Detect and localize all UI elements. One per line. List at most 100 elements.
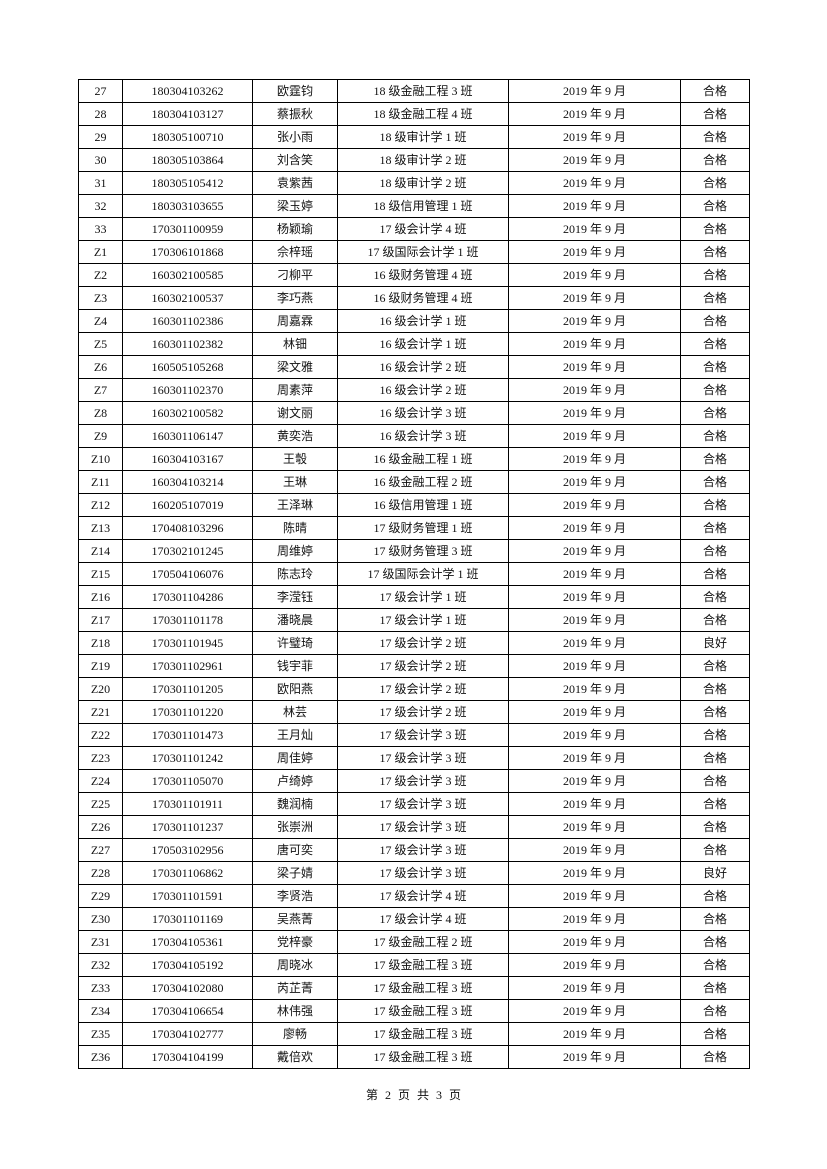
table-row: Z26 170301101237 张崇洲 17 级会计学 3 班 2019 年 9 月合… [78,815,750,839]
class-name-cell: 18 级金融工程 4 班 [337,102,509,126]
class-name-cell: 18 级金融工程 3 班 [337,79,509,103]
date-cell: 2019 年 9 月 [508,907,681,931]
row-number-cell: Z1 [78,240,123,264]
class-name-cell: 16 级信用管理 1 班 [337,493,509,517]
table-row: 31 180305105412 袁紫茜 18 级审计学 2 班 2019 年 9 月合格 [78,171,750,195]
class-name-cell: 17 级国际会计学 1 班 [337,562,509,586]
student-id-cell: 170301101178 [122,608,253,632]
grade-cell: 合格 [680,309,750,333]
student-name-cell: 周佳婷 [252,746,338,770]
table-row: 32 180303103655 梁玉婷 18 级信用管理 1 班 2019 年 9 月合… [78,194,750,218]
student-id-cell: 170301104286 [122,585,253,609]
table-row: Z35 170304102777 廖畅 17 级金融工程 3 班 2019 年 9 月合… [78,1022,750,1046]
table-row: Z27 170503102956 唐可奕 17 级会计学 3 班 2019 年 9 月合… [78,838,750,862]
table-row: Z18 170301101945 许璧琦 17 级会计学 2 班 2019 年 9 月良… [78,631,750,655]
date-cell: 2019 年 9 月 [508,378,681,402]
table-row: Z6 160505105268 梁文雅 16 级会计学 2 班 2019 年 9 月合格 [78,355,750,379]
student-name-cell: 张崇洲 [252,815,338,839]
grade-cell: 合格 [680,102,750,126]
row-number-cell: 28 [78,102,123,126]
student-name-cell: 潘晓晨 [252,608,338,632]
row-number-cell: Z36 [78,1045,123,1069]
student-id-cell: 170301101220 [122,700,253,724]
class-name-cell: 18 级信用管理 1 班 [337,194,509,218]
grade-cell: 合格 [680,792,750,816]
date-cell: 2019 年 9 月 [508,1022,681,1046]
table-row: Z17 170301101178 潘晓晨 17 级会计学 1 班 2019 年 9 月合… [78,608,750,632]
student-name-cell: 党梓豪 [252,930,338,954]
date-cell: 2019 年 9 月 [508,585,681,609]
class-name-cell: 16 级财务管理 4 班 [337,263,509,287]
student-name-cell: 卢绮婷 [252,769,338,793]
table-row: 27 180304103262 欧霆钧 18 级金融工程 3 班 2019 年 9 月合… [78,79,750,103]
table-row: Z12 160205107019 王泽琳 16 级信用管理 1 班 2019 年 9 月… [78,493,750,517]
student-name-cell: 袁紫茜 [252,171,338,195]
table-row: Z36 170304104199 戴倍欢 17 级金融工程 3 班 2019 年 9 月… [78,1045,750,1069]
grade-cell: 合格 [680,907,750,931]
grade-cell: 合格 [680,654,750,678]
grade-cell: 合格 [680,723,750,747]
class-name-cell: 17 级会计学 2 班 [337,700,509,724]
table-row: Z9 160301106147 黄奕浩 16 级会计学 3 班 2019 年 9 月合格 [78,424,750,448]
student-name-cell: 魏润楠 [252,792,338,816]
student-id-cell: 170301105070 [122,769,253,793]
student-name-cell: 黄奕浩 [252,424,338,448]
student-id-cell: 180305105412 [122,171,253,195]
date-cell: 2019 年 9 月 [508,171,681,195]
date-cell: 2019 年 9 月 [508,516,681,540]
row-number-cell: Z31 [78,930,123,954]
student-id-cell: 180303103655 [122,194,253,218]
date-cell: 2019 年 9 月 [508,355,681,379]
grade-cell: 良好 [680,861,750,885]
class-name-cell: 17 级会计学 4 班 [337,217,509,241]
student-name-cell: 李滢钰 [252,585,338,609]
date-cell: 2019 年 9 月 [508,125,681,149]
student-name-cell: 刘含笑 [252,148,338,172]
student-name-cell: 梁子婧 [252,861,338,885]
student-id-cell: 160301102370 [122,378,253,402]
grade-cell: 合格 [680,746,750,770]
student-name-cell: 李巧燕 [252,286,338,310]
student-name-cell: 林钿 [252,332,338,356]
table-body: 27 180304103262 欧霆钧 18 级金融工程 3 班 2019 年 9 月合… [78,79,750,1069]
class-name-cell: 17 级会计学 3 班 [337,792,509,816]
table-row: Z20 170301101205 欧阳燕 17 级会计学 2 班 2019 年 9 月合… [78,677,750,701]
row-number-cell: Z19 [78,654,123,678]
table-row: Z31 170304105361 党梓豪 17 级金融工程 2 班 2019 年 9 月… [78,930,750,954]
date-cell: 2019 年 9 月 [508,562,681,586]
row-number-cell: Z33 [78,976,123,1000]
class-name-cell: 18 级审计学 1 班 [337,125,509,149]
date-cell: 2019 年 9 月 [508,861,681,885]
date-cell: 2019 年 9 月 [508,654,681,678]
table-row: Z7 160301102370 周素萍 16 级会计学 2 班 2019 年 9 月合格 [78,378,750,402]
student-id-cell: 170304102080 [122,976,253,1000]
date-cell: 2019 年 9 月 [508,838,681,862]
grade-cell: 合格 [680,470,750,494]
grade-cell: 合格 [680,125,750,149]
student-id-cell: 170306101868 [122,240,253,264]
row-number-cell: Z4 [78,309,123,333]
class-name-cell: 17 级会计学 3 班 [337,723,509,747]
table-row: Z2 160302100585 刁柳平 16 级财务管理 4 班 2019 年 9 月合… [78,263,750,287]
grade-cell: 合格 [680,884,750,908]
row-number-cell: Z23 [78,746,123,770]
class-name-cell: 17 级财务管理 1 班 [337,516,509,540]
student-id-cell: 160301102382 [122,332,253,356]
class-name-cell: 17 级会计学 3 班 [337,815,509,839]
date-cell: 2019 年 9 月 [508,286,681,310]
row-number-cell: Z22 [78,723,123,747]
grade-cell: 合格 [680,769,750,793]
student-name-cell: 周晓冰 [252,953,338,977]
student-id-cell: 170302101245 [122,539,253,563]
row-number-cell: Z35 [78,1022,123,1046]
row-number-cell: 29 [78,125,123,149]
grade-cell: 合格 [680,332,750,356]
student-id-cell: 170301101591 [122,884,253,908]
date-cell: 2019 年 9 月 [508,608,681,632]
row-number-cell: Z32 [78,953,123,977]
student-name-cell: 李贤浩 [252,884,338,908]
student-id-cell: 170304105192 [122,953,253,977]
table-row: Z16 170301104286 李滢钰 17 级会计学 1 班 2019 年 9 月合… [78,585,750,609]
date-cell: 2019 年 9 月 [508,769,681,793]
row-number-cell: Z34 [78,999,123,1023]
